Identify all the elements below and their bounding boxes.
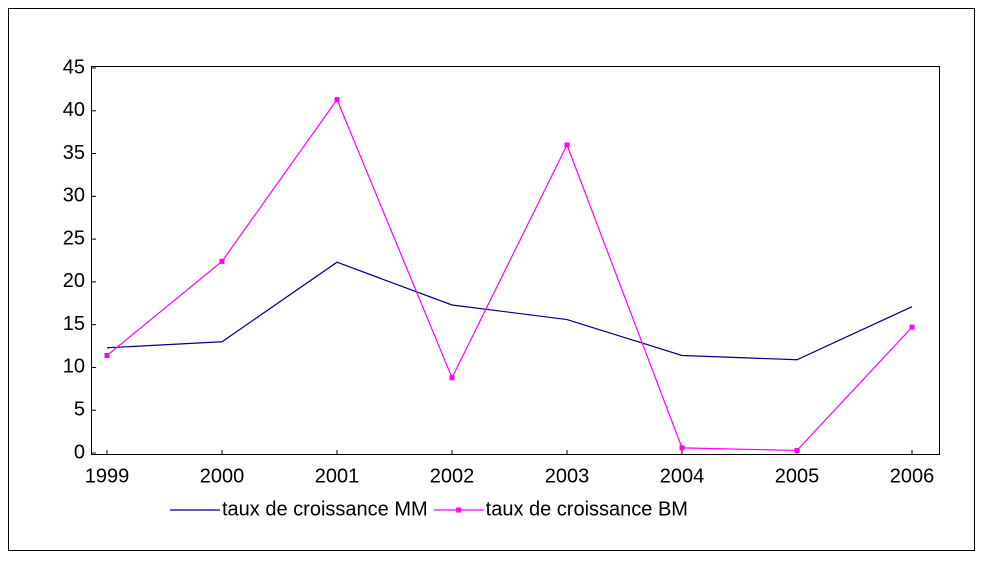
series-marker bbox=[679, 445, 685, 451]
series-marker bbox=[449, 375, 455, 381]
series-marker bbox=[334, 97, 340, 103]
series-marker bbox=[564, 142, 570, 148]
x-tick-label: 2003 bbox=[545, 465, 590, 487]
x-tick-label: 1999 bbox=[85, 465, 130, 487]
y-tick-label: 30 bbox=[63, 185, 85, 207]
plot-frame bbox=[91, 66, 940, 455]
y-tick-label: 45 bbox=[63, 56, 85, 78]
series-line bbox=[106, 261, 913, 361]
x-tick-label: 2000 bbox=[200, 465, 245, 487]
chart-border bbox=[8, 8, 975, 551]
y-tick-label: 20 bbox=[63, 270, 85, 292]
legend-label: taux de croissance MM bbox=[222, 498, 428, 520]
series-line bbox=[106, 98, 913, 452]
x-tick-label: 2002 bbox=[430, 465, 475, 487]
y-tick-label: 0 bbox=[74, 441, 85, 463]
legend-label: taux de croissance BM bbox=[486, 498, 688, 520]
series-marker bbox=[794, 447, 800, 453]
x-tick-label: 2001 bbox=[315, 465, 360, 487]
y-tick-label: 15 bbox=[63, 313, 85, 335]
series-marker bbox=[104, 352, 110, 358]
y-tick-label: 25 bbox=[63, 227, 85, 249]
x-tick-label: 2004 bbox=[660, 465, 705, 487]
y-tick-label: 5 bbox=[74, 399, 85, 421]
y-tick-label: 40 bbox=[63, 99, 85, 121]
y-tick-label: 10 bbox=[63, 356, 85, 378]
series-marker bbox=[219, 258, 225, 264]
y-tick-label: 35 bbox=[63, 142, 85, 164]
x-tick-label: 2005 bbox=[775, 465, 820, 487]
legend-marker bbox=[456, 507, 462, 513]
series-marker bbox=[909, 324, 915, 330]
x-tick-label: 2006 bbox=[890, 465, 935, 487]
